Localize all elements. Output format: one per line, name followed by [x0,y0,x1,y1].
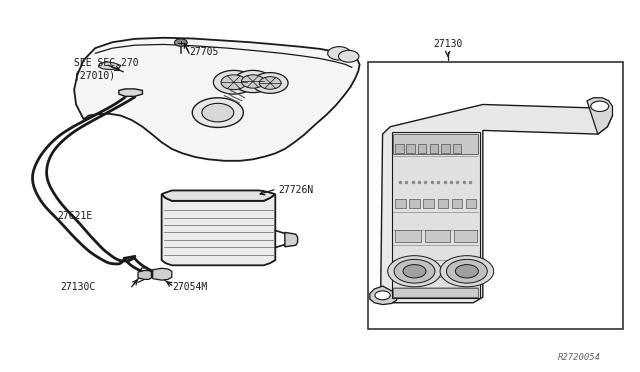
Circle shape [388,256,442,287]
Bar [396,199,406,208]
Polygon shape [370,286,397,305]
Circle shape [252,73,288,93]
Bar [410,199,420,208]
Bar [394,134,477,154]
Circle shape [591,101,609,112]
Text: 27621E: 27621E [57,211,92,221]
Circle shape [440,256,493,287]
Bar [426,231,450,241]
Polygon shape [392,132,479,298]
Polygon shape [162,190,275,201]
Circle shape [339,50,359,62]
Bar [453,144,461,153]
Text: 27726N: 27726N [278,186,314,195]
Circle shape [447,259,487,283]
Bar [368,62,623,329]
Bar [454,231,477,241]
Circle shape [202,103,234,122]
Text: 27054M: 27054M [172,282,207,292]
Polygon shape [119,89,143,96]
Polygon shape [74,38,360,161]
Bar [394,288,478,297]
Text: R2720054: R2720054 [558,353,601,362]
Polygon shape [153,268,172,280]
Bar [452,199,462,208]
Polygon shape [381,105,612,303]
Bar [396,144,404,153]
Circle shape [375,291,390,300]
Circle shape [328,46,351,60]
Circle shape [241,75,264,88]
Polygon shape [162,194,275,265]
Circle shape [174,39,187,46]
Bar [466,199,476,208]
Circle shape [259,77,281,89]
Circle shape [213,70,254,94]
Bar [424,199,434,208]
Bar [430,144,438,153]
Circle shape [403,264,426,278]
Circle shape [394,259,435,283]
Text: SEE SEC.270
(27010): SEE SEC.270 (27010) [74,58,139,80]
Circle shape [456,264,478,278]
Text: 27130C: 27130C [60,282,95,292]
Bar [442,144,450,153]
Polygon shape [285,232,298,247]
Bar [396,231,421,241]
Circle shape [221,75,246,90]
Polygon shape [99,62,121,70]
Circle shape [192,98,243,128]
Bar [438,199,448,208]
Bar [406,144,415,153]
Polygon shape [138,270,152,279]
Bar [418,144,426,153]
Circle shape [234,70,272,93]
Text: 27705: 27705 [189,47,218,57]
Polygon shape [587,98,612,134]
Text: 27130: 27130 [433,39,463,49]
